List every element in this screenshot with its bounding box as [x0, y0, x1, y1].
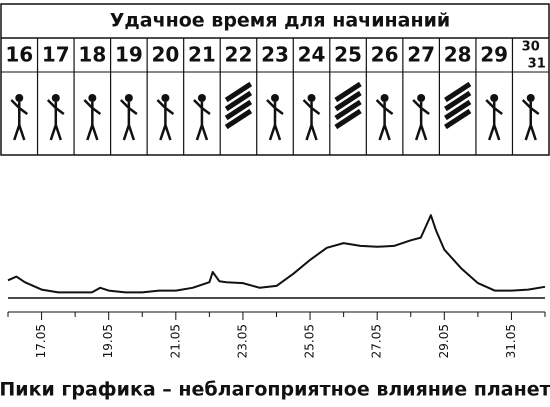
- day-number: 30: [522, 40, 540, 55]
- x-tick-label: 21.05: [168, 324, 182, 358]
- figure-head: [51, 94, 60, 102]
- stripe-icon: [444, 99, 472, 121]
- day-number: 24: [298, 43, 326, 67]
- stripe-icon: [334, 108, 362, 130]
- day-number: 29: [480, 43, 508, 67]
- day-number: 27: [407, 43, 435, 67]
- figure-head: [307, 94, 316, 102]
- figure-body: [302, 99, 321, 141]
- x-tick-label: 27.05: [370, 324, 384, 358]
- x-tick-label: 31.05: [504, 324, 518, 358]
- x-tick-label: 17.05: [34, 324, 48, 358]
- figure-head: [380, 94, 389, 102]
- chart-caption: Пики графика – неблагоприятное влияние п…: [0, 379, 550, 401]
- day-number: 22: [225, 43, 253, 67]
- x-tick-label: 29.05: [437, 324, 451, 358]
- figure-body: [156, 99, 175, 141]
- figure-body: [46, 99, 65, 141]
- figure-body: [375, 99, 394, 141]
- calendar-frame: [0, 3, 550, 156]
- stripe-icon: [444, 108, 472, 130]
- figure-body: [119, 99, 138, 141]
- figure-body: [193, 99, 211, 141]
- figure-head: [271, 94, 279, 102]
- figure-body: [412, 99, 430, 141]
- figure-head: [124, 94, 133, 102]
- stripe-icon: [224, 81, 253, 103]
- figure-body: [10, 99, 29, 141]
- day-number: 18: [78, 43, 106, 67]
- stripe-icon: [224, 90, 253, 112]
- figure-head: [15, 94, 24, 102]
- figure-body: [521, 99, 540, 141]
- stripe-icon: [334, 81, 362, 103]
- figure-head: [417, 94, 426, 102]
- figure-head: [490, 94, 499, 102]
- day-number: 31: [528, 57, 546, 72]
- stripe-icon: [444, 90, 472, 112]
- day-number: 20: [151, 43, 179, 67]
- stripe-icon: [224, 99, 253, 121]
- day-number: 21: [188, 43, 216, 67]
- stripe-icon: [444, 81, 472, 103]
- day-number: 25: [334, 43, 362, 67]
- data-line: [7, 214, 546, 294]
- x-tick-label: 25.05: [303, 324, 317, 358]
- day-number: 23: [261, 43, 289, 67]
- calendar-title: Удачное время для начинаний: [110, 10, 450, 32]
- day-number: 28: [444, 43, 472, 67]
- stripe-icon: [224, 108, 253, 130]
- figure-head: [526, 94, 535, 102]
- stripe-icon: [334, 90, 362, 112]
- figure-body: [485, 99, 503, 141]
- day-number: 17: [42, 43, 70, 67]
- day-number: 19: [115, 43, 143, 67]
- figure-head: [88, 94, 97, 102]
- day-number: 16: [5, 43, 33, 67]
- x-tick-label: 19.05: [101, 324, 115, 358]
- x-tick-label: 23.05: [235, 324, 249, 358]
- figure-body: [83, 99, 102, 141]
- figure-head: [161, 94, 170, 102]
- stripe-icon: [334, 99, 362, 121]
- figure-body: [266, 99, 284, 141]
- figure-head: [197, 94, 206, 102]
- day-number: 26: [371, 43, 399, 67]
